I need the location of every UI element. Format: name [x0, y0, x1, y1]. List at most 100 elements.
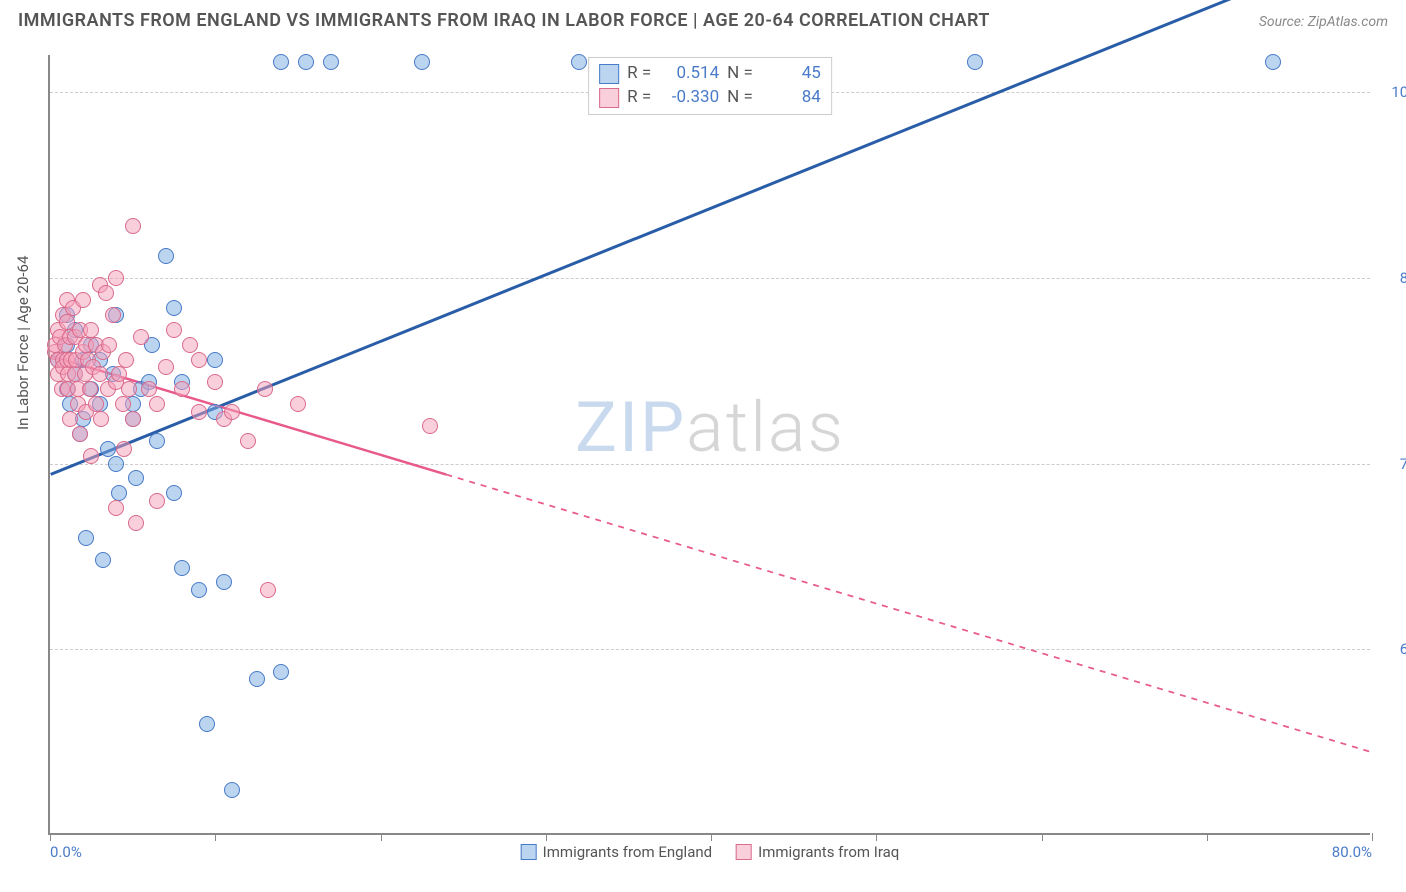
xtick-mark: [711, 833, 712, 841]
r-value-england: 0.514: [659, 62, 719, 86]
scatter-point-iraq: [62, 411, 78, 427]
scatter-point-england: [100, 441, 116, 457]
xtick-mark: [215, 833, 216, 841]
scatter-point-iraq: [83, 322, 99, 338]
scatter-point-england: [571, 54, 587, 70]
r-label: R =: [627, 62, 651, 86]
scatter-point-iraq: [72, 426, 88, 442]
scatter-point-england: [224, 782, 240, 798]
scatter-point-england: [967, 54, 983, 70]
scatter-point-iraq: [224, 404, 240, 420]
scatter-point-england: [149, 433, 165, 449]
ytick-label: 62.5%: [1380, 640, 1406, 658]
swatch-iraq: [599, 88, 619, 108]
scatter-point-england: [158, 248, 174, 264]
scatter-point-iraq: [257, 381, 273, 397]
xtick-label: 0.0%: [50, 843, 82, 861]
scatter-point-iraq: [121, 381, 137, 397]
scatter-point-england: [273, 664, 289, 680]
legend-label-england: Immigrants from England: [543, 843, 712, 861]
scatter-point-england: [1265, 54, 1281, 70]
scatter-point-england: [273, 54, 289, 70]
scatter-point-iraq: [133, 329, 149, 345]
chart-title: IMMIGRANTS FROM ENGLAND VS IMMIGRANTS FR…: [18, 10, 990, 31]
scatter-point-iraq: [240, 433, 256, 449]
trendline-extrap-iraq: [446, 475, 1369, 752]
scatter-point-england: [323, 54, 339, 70]
scatter-point-england: [207, 352, 223, 368]
scatter-point-england: [298, 54, 314, 70]
xtick-label: 80.0%: [1332, 843, 1372, 861]
scatter-point-iraq: [88, 396, 104, 412]
scatter-point-iraq: [166, 322, 182, 338]
legend-correlation: R = 0.514 N = 45 R = -0.330 N = 84: [588, 57, 832, 115]
scatter-point-england: [78, 530, 94, 546]
scatter-point-iraq: [191, 352, 207, 368]
scatter-point-iraq: [82, 381, 98, 397]
scatter-point-iraq: [149, 396, 165, 412]
scatter-point-england: [95, 552, 111, 568]
source-label: Source: ZipAtlas.com: [1259, 14, 1388, 30]
scatter-point-iraq: [115, 396, 131, 412]
legend-row-england: R = 0.514 N = 45: [599, 62, 821, 86]
scatter-point-iraq: [93, 411, 109, 427]
legend-item-iraq: Immigrants from Iraq: [736, 843, 899, 861]
legend-series: Immigrants from England Immigrants from …: [521, 843, 900, 861]
r-label: R =: [627, 86, 651, 110]
ytick-label: 75.0%: [1380, 455, 1406, 473]
ytick-label: 87.5%: [1380, 269, 1406, 287]
scatter-point-iraq: [141, 381, 157, 397]
scatter-point-iraq: [105, 307, 121, 323]
scatter-point-iraq: [98, 285, 114, 301]
swatch-england: [599, 64, 619, 84]
r-value-iraq: -0.330: [659, 86, 719, 110]
xtick-mark: [546, 833, 547, 841]
title-bar: IMMIGRANTS FROM ENGLAND VS IMMIGRANTS FR…: [18, 10, 1388, 31]
scatter-point-iraq: [108, 500, 124, 516]
xtick-mark: [50, 833, 51, 841]
scatter-point-iraq: [75, 292, 91, 308]
y-axis-label: In Labor Force | Age 20-64: [14, 256, 32, 430]
xtick-mark: [876, 833, 877, 841]
scatter-point-iraq: [101, 337, 117, 353]
legend-label-iraq: Immigrants from Iraq: [758, 843, 899, 861]
scatter-point-iraq: [158, 359, 174, 375]
scatter-point-iraq: [118, 352, 134, 368]
scatter-plot: ZIPatlas R = 0.514 N = 45 R = -0.330 N =…: [48, 55, 1370, 835]
n-value-iraq: 84: [761, 86, 821, 110]
scatter-point-england: [216, 574, 232, 590]
scatter-point-iraq: [191, 404, 207, 420]
n-value-england: 45: [761, 62, 821, 86]
scatter-point-england: [414, 54, 430, 70]
scatter-point-england: [166, 300, 182, 316]
xtick-mark: [1042, 833, 1043, 841]
scatter-point-iraq: [290, 396, 306, 412]
scatter-point-england: [199, 716, 215, 732]
scatter-point-england: [166, 485, 182, 501]
ytick-label: 100.0%: [1380, 83, 1406, 101]
scatter-point-iraq: [83, 448, 99, 464]
scatter-point-iraq: [128, 515, 144, 531]
scatter-point-iraq: [182, 337, 198, 353]
scatter-point-iraq: [111, 366, 127, 382]
scatter-point-iraq: [422, 418, 438, 434]
scatter-point-england: [249, 671, 265, 687]
scatter-point-iraq: [125, 218, 141, 234]
legend-item-england: Immigrants from England: [521, 843, 712, 861]
scatter-point-iraq: [174, 381, 190, 397]
xtick-mark: [1207, 833, 1208, 841]
scatter-point-england: [174, 560, 190, 576]
scatter-point-iraq: [92, 366, 108, 382]
legend-row-iraq: R = -0.330 N = 84: [599, 86, 821, 110]
xtick-mark: [1372, 833, 1373, 841]
scatter-point-iraq: [149, 493, 165, 509]
swatch-england-icon: [521, 844, 537, 860]
scatter-point-england: [191, 582, 207, 598]
n-label: N =: [727, 86, 753, 110]
scatter-point-england: [128, 470, 144, 486]
scatter-point-england: [111, 485, 127, 501]
swatch-iraq-icon: [736, 844, 752, 860]
xtick-mark: [381, 833, 382, 841]
n-label: N =: [727, 62, 753, 86]
scatter-point-england: [108, 456, 124, 472]
